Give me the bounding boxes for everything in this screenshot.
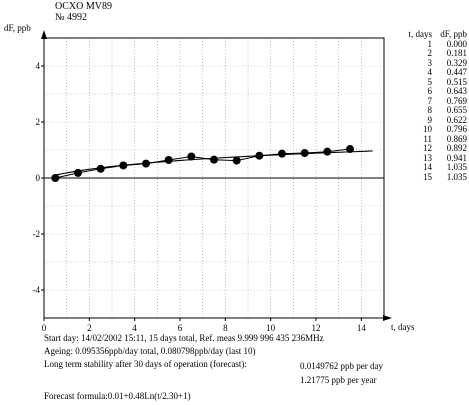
start-info: Start day: 14/02/2002 15:11, 15 days tot… xyxy=(44,333,324,343)
x-tick-label: 4 xyxy=(132,323,137,333)
table-cell-df: 0.892 xyxy=(446,143,467,153)
data-point xyxy=(74,168,82,177)
table-cell-df: 0.869 xyxy=(446,133,467,144)
table-cell-t: 6 xyxy=(427,86,433,96)
x-axis-label: t, days xyxy=(391,322,415,332)
table-cell-t: 4 xyxy=(427,67,433,77)
x-tick-label: 12 xyxy=(312,323,321,333)
table-rows-df: 0.000 0.181 0.329 0.447 0.515 0.643 0.769 0.655… xyxy=(426,38,467,181)
table-cell-df: 0.447 xyxy=(446,67,467,77)
y-tick-label: -4 xyxy=(33,285,41,295)
data-point xyxy=(119,161,128,170)
x-tick-label: 6 xyxy=(178,323,183,333)
table-cell-df: 0.655 xyxy=(446,105,467,115)
y-axis-arrow-icon xyxy=(41,30,47,39)
forecast-formula: Forecast formula:0.01+0.48Ln(t/2.30+1) xyxy=(44,391,191,401)
data-point xyxy=(210,155,218,164)
table-cell-df: 0.000 xyxy=(446,38,467,49)
x-tick-label: 2 xyxy=(87,323,92,333)
data-point xyxy=(51,174,60,182)
table-cell-t: 13 xyxy=(423,152,432,163)
table-cell-t: 9 xyxy=(427,114,433,125)
table-cell-t: 12 xyxy=(423,143,432,153)
stability-per-day: 0.0149762 ppb per day xyxy=(300,361,383,371)
table-cell-t: 3 xyxy=(427,57,433,68)
x-tick-label: 14 xyxy=(357,323,367,333)
data-point xyxy=(142,159,150,168)
table-cell-t: 15 xyxy=(423,171,432,182)
table-header-t: t, days xyxy=(408,29,433,39)
table-cell-t: 11 xyxy=(423,133,432,144)
table-cell-df: 1.035 xyxy=(446,162,467,172)
table-col-df: dF, ppb 0.000 0.181 0.329 0.447 0.515 0.643 0.… xyxy=(426,29,467,181)
table-cell-df: 0.769 xyxy=(446,95,467,106)
table-cell-df: 0.515 xyxy=(446,76,467,87)
table-cell-t: 8 xyxy=(427,105,433,115)
table-cell-t: 10 xyxy=(423,124,432,134)
table-cell-df: 0.796 xyxy=(446,124,467,134)
data-point xyxy=(255,151,264,160)
table-cell-df: 1.035 xyxy=(446,171,467,182)
data-point xyxy=(164,155,173,164)
y-tick-label: 4 xyxy=(36,61,41,71)
stability-label: Long term stability after 30 days of ope… xyxy=(44,359,247,369)
data-point xyxy=(232,156,241,165)
table-cell-t: 5 xyxy=(427,76,433,87)
table-cell-t: 14 xyxy=(423,162,432,172)
data-point xyxy=(96,164,105,173)
x-tick-label: 8 xyxy=(223,323,228,333)
ageing-info: Ageing: 0.095356ppb/day total, 0.080798p… xyxy=(44,346,256,356)
axes xyxy=(41,30,392,321)
x-tick-label: 0 xyxy=(42,323,47,333)
table-cell-t: 1 xyxy=(427,38,433,49)
tick-labels: 0 2 4 6 8 10 12 14 -4 -2 0 2 4 xyxy=(33,61,367,333)
y-tick-label: 0 xyxy=(36,173,41,183)
data-point xyxy=(323,147,332,156)
y-tick-label: 2 xyxy=(36,117,41,127)
table-col-t: t, days 1 2 3 4 5 6 7 8 9 10 11 12 13 14 15 xyxy=(392,29,433,181)
table-cell-df: 0.329 xyxy=(446,57,467,68)
data-point xyxy=(187,152,196,161)
table-cell-t: 2 xyxy=(427,48,433,58)
y-tick-label: -2 xyxy=(33,229,41,239)
table-cell-t: 7 xyxy=(427,95,433,106)
stability-per-year: 1.21775 ppb per year xyxy=(300,375,377,385)
table-cell-df: 0.643 xyxy=(446,86,467,96)
x-axis-arrow-icon xyxy=(383,315,392,321)
table-cell-df: 0.181 xyxy=(446,48,467,58)
data-points xyxy=(51,145,354,182)
table-header-df: dF, ppb xyxy=(440,29,467,39)
table-cell-df: 0.941 xyxy=(446,152,467,163)
data-point xyxy=(300,149,309,158)
table-cell-df: 0.622 xyxy=(446,114,467,125)
device-model: OCXO MV89 xyxy=(55,1,112,12)
y-axis-label: dF, ppb xyxy=(4,23,31,33)
table-rows-t: 1 2 3 4 5 6 7 8 9 10 11 12 13 14 15 xyxy=(392,38,433,181)
data-point xyxy=(278,149,286,158)
device-serial: № 4992 xyxy=(55,12,88,23)
x-tick-label: 10 xyxy=(266,323,276,333)
data-point xyxy=(346,145,354,154)
